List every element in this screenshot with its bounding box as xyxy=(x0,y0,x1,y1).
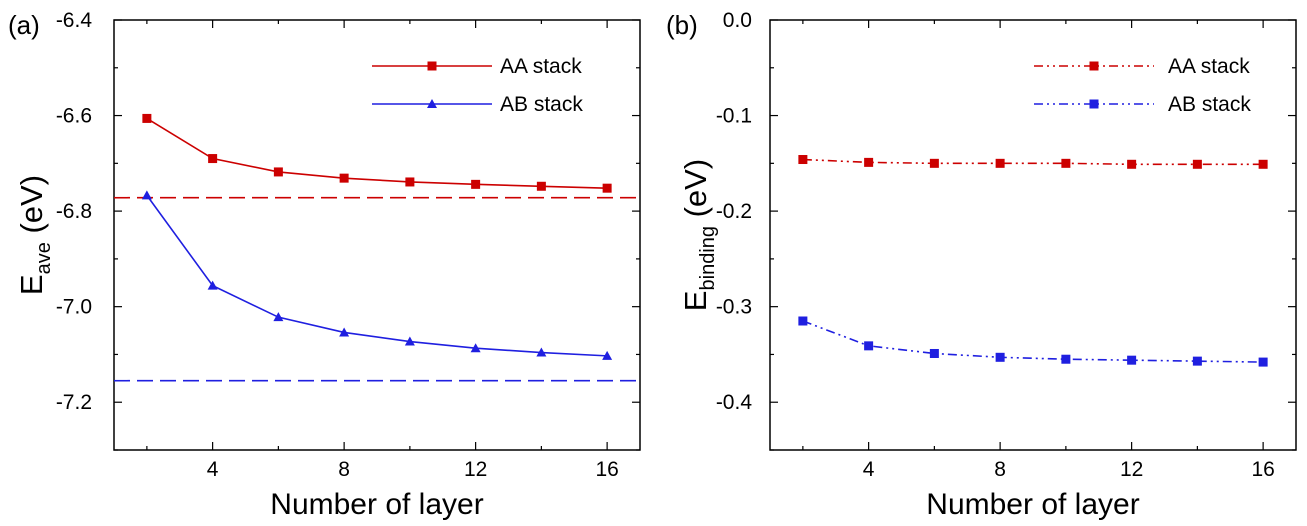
data-point xyxy=(1258,357,1268,367)
legend-label: AB stack xyxy=(1168,93,1251,116)
x-tick-label: 16 xyxy=(1251,458,1274,481)
x-tick-label: 4 xyxy=(863,458,875,481)
data-point xyxy=(141,190,152,200)
y-tick-label: -6.8 xyxy=(56,200,92,223)
data-point xyxy=(339,327,350,337)
legend-marker xyxy=(1089,61,1099,71)
data-point xyxy=(1061,354,1071,364)
data-point xyxy=(995,352,1005,362)
data-point xyxy=(1127,159,1137,169)
x-tick-label: 8 xyxy=(338,458,350,481)
data-point xyxy=(798,155,808,165)
series-line-0 xyxy=(146,117,608,189)
x-tick-label: 12 xyxy=(464,458,487,481)
data-point xyxy=(470,343,481,353)
data-point xyxy=(208,154,218,164)
data-point xyxy=(207,280,218,290)
data-point xyxy=(1258,159,1268,169)
legend-marker xyxy=(427,99,437,108)
plot-frame xyxy=(769,19,1297,451)
data-point xyxy=(273,167,283,177)
data-point xyxy=(471,179,481,189)
series-line-0 xyxy=(802,158,1264,166)
legend-label: AA stack xyxy=(500,55,582,78)
data-point xyxy=(536,181,546,191)
data-point xyxy=(142,113,152,123)
plot-frame xyxy=(113,19,641,451)
data-point xyxy=(929,348,939,358)
data-point xyxy=(1192,159,1202,169)
data-point xyxy=(1127,355,1137,365)
data-point xyxy=(405,177,415,187)
y-tick-label: 0.0 xyxy=(723,9,752,32)
legend-marker xyxy=(1089,99,1099,109)
y-tick-label: -0.3 xyxy=(716,296,752,319)
series-line-1 xyxy=(146,194,608,357)
panel-b: (b) 0.0 -0.1 -0.2 -0.3 -0.4 4 8 12 16 Number of la… xyxy=(666,9,1297,521)
panel-label: (a) xyxy=(8,10,40,40)
data-point xyxy=(404,336,415,346)
panel-label: (b) xyxy=(666,10,698,40)
legend-marker xyxy=(427,61,437,71)
x-axis-title: Number of layer xyxy=(926,488,1139,521)
x-tick-label: 12 xyxy=(1120,458,1143,481)
y-tick-label: -7.2 xyxy=(56,391,92,414)
panel-a: (a) -6.4 -6.6 -6.8 -7.0 -7.2 4 8 12 16 Number of l… xyxy=(8,9,641,521)
data-point xyxy=(602,183,612,193)
data-point xyxy=(864,341,874,351)
data-point xyxy=(602,350,613,360)
y-tick-label: -6.6 xyxy=(56,105,92,128)
y-axis-title: Ebinding (eV) xyxy=(678,159,719,311)
y-axis-title: Eave (eV) xyxy=(14,175,55,295)
data-point xyxy=(536,347,547,357)
legend-label: AA stack xyxy=(1168,55,1250,78)
y-tick-label: -0.1 xyxy=(716,105,752,128)
y-tick-label: -7.0 xyxy=(56,296,92,319)
y-tick-label: -6.4 xyxy=(56,9,93,32)
data-point xyxy=(864,157,874,167)
legend-label: AB stack xyxy=(500,93,583,116)
x-tick-label: 16 xyxy=(595,458,618,481)
data-point xyxy=(798,316,808,326)
y-tick-label: -0.2 xyxy=(716,200,752,223)
x-axis-title: Number of layer xyxy=(270,488,483,521)
data-point xyxy=(929,158,939,168)
data-point xyxy=(1192,356,1202,366)
x-tick-label: 8 xyxy=(994,458,1006,481)
series-line-1 xyxy=(802,320,1264,363)
data-point xyxy=(339,173,349,183)
y-tick-label: -0.4 xyxy=(716,391,753,414)
x-tick-label: 4 xyxy=(207,458,219,481)
data-point xyxy=(995,158,1005,168)
data-point xyxy=(273,312,284,322)
data-point xyxy=(1061,158,1071,168)
